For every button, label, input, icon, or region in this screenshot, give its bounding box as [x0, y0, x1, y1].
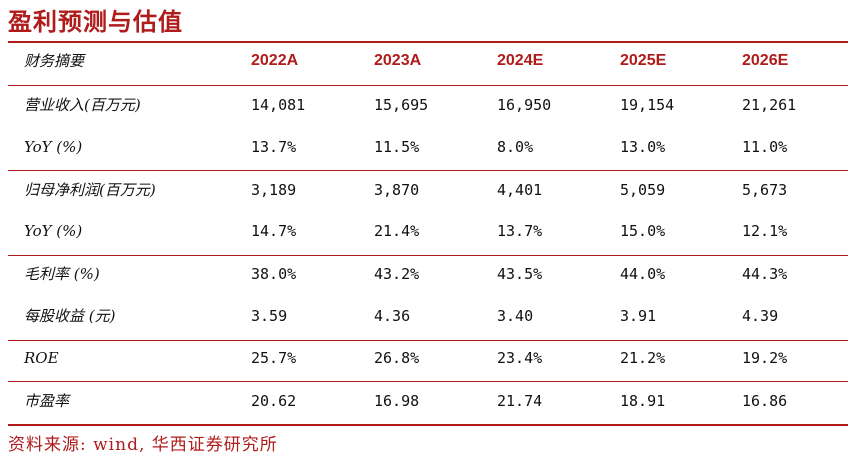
table-row: 归母净利润(百万元) 3,189 3,870 4,401 5,059 5,673: [0, 180, 851, 200]
header-year: 2024E: [497, 52, 544, 69]
row-label: 市盈率: [24, 392, 70, 410]
table-cell: 13.0%: [620, 138, 666, 156]
table-cell: 23.4%: [497, 349, 543, 367]
header-label: 财务摘要: [24, 52, 85, 70]
table-cell: 44.0%: [620, 265, 666, 283]
table-row: ROE 25.7% 26.8% 23.4% 21.2% 19.2%: [0, 348, 851, 368]
source-note: 资料来源: wind, 华西证券研究所: [8, 435, 278, 455]
header-year: 2026E: [742, 52, 789, 69]
table-cell: 15,695: [374, 96, 429, 114]
table-cell: 16.98: [374, 392, 420, 410]
table-cell: 38.0%: [251, 265, 297, 283]
table-cell: 13.7%: [251, 138, 297, 156]
table-row: 市盈率 20.62 16.98 21.74 18.91 16.86: [0, 391, 851, 411]
table-cell: 3.59: [251, 307, 288, 325]
table-cell: 26.8%: [374, 349, 420, 367]
table-cell: 19,154: [620, 96, 675, 114]
table-cell: 14.7%: [251, 222, 297, 240]
table-cell: 13.7%: [497, 222, 543, 240]
table-cell: 43.5%: [497, 265, 543, 283]
row-label: YoY (%): [24, 138, 83, 156]
row-label: ROE: [24, 349, 59, 367]
table-cell: 43.2%: [374, 265, 420, 283]
row-divider: [8, 255, 848, 256]
table-cell: 14,081: [251, 96, 306, 114]
row-label: 每股收益 (元): [24, 307, 116, 325]
table-row: 每股收益 (元) 3.59 4.36 3.40 3.91 4.39: [0, 306, 851, 326]
table-cell: 3,189: [251, 181, 297, 199]
page-title: 盈利预测与估值: [8, 7, 183, 36]
header-year: 2025E: [620, 52, 667, 69]
table-cell: 44.3%: [742, 265, 788, 283]
row-divider: [8, 340, 848, 341]
table-row: 营业收入(百万元) 14,081 15,695 16,950 19,154 21…: [0, 95, 851, 115]
row-label: 归母净利润(百万元): [24, 181, 156, 199]
table-row: 毛利率 (%) 38.0% 43.2% 43.5% 44.0% 44.3%: [0, 264, 851, 284]
row-divider: [8, 85, 848, 86]
table-cell: 16.86: [742, 392, 788, 410]
table-bottom-rule: [8, 424, 848, 426]
table-cell: 5,059: [620, 181, 666, 199]
row-divider: [8, 170, 848, 171]
table-cell: 4.39: [742, 307, 779, 325]
table-cell: 16,950: [497, 96, 552, 114]
table-cell: 5,673: [742, 181, 788, 199]
table-cell: 18.91: [620, 392, 666, 410]
title-rule: [8, 41, 848, 43]
row-label: 营业收入(百万元): [24, 96, 141, 114]
row-divider: [8, 381, 848, 382]
table-cell: 11.5%: [374, 138, 420, 156]
table-cell: 4,401: [497, 181, 543, 199]
table-cell: 3.40: [497, 307, 534, 325]
table-cell: 3.91: [620, 307, 657, 325]
table-cell: 15.0%: [620, 222, 666, 240]
table-cell: 19.2%: [742, 349, 788, 367]
table-cell: 11.0%: [742, 138, 788, 156]
table-cell: 8.0%: [497, 138, 534, 156]
header-year: 2022A: [251, 52, 299, 69]
table-cell: 21.4%: [374, 222, 420, 240]
row-label: 毛利率 (%): [24, 265, 100, 283]
table-cell: 20.62: [251, 392, 297, 410]
table-row: YoY (%) 13.7% 11.5% 8.0% 13.0% 11.0%: [0, 137, 851, 157]
table-cell: 3,870: [374, 181, 420, 199]
table-cell: 25.7%: [251, 349, 297, 367]
table-cell: 21,261: [742, 96, 797, 114]
table-row: YoY (%) 14.7% 21.4% 13.7% 15.0% 12.1%: [0, 221, 851, 241]
table-header: 财务摘要 2022A 2023A 2024E 2025E 2026E: [0, 51, 851, 71]
table-cell: 21.74: [497, 392, 543, 410]
table-cell: 21.2%: [620, 349, 666, 367]
row-label: YoY (%): [24, 222, 83, 240]
table-cell: 4.36: [374, 307, 411, 325]
table-cell: 12.1%: [742, 222, 788, 240]
header-year: 2023A: [374, 52, 422, 69]
